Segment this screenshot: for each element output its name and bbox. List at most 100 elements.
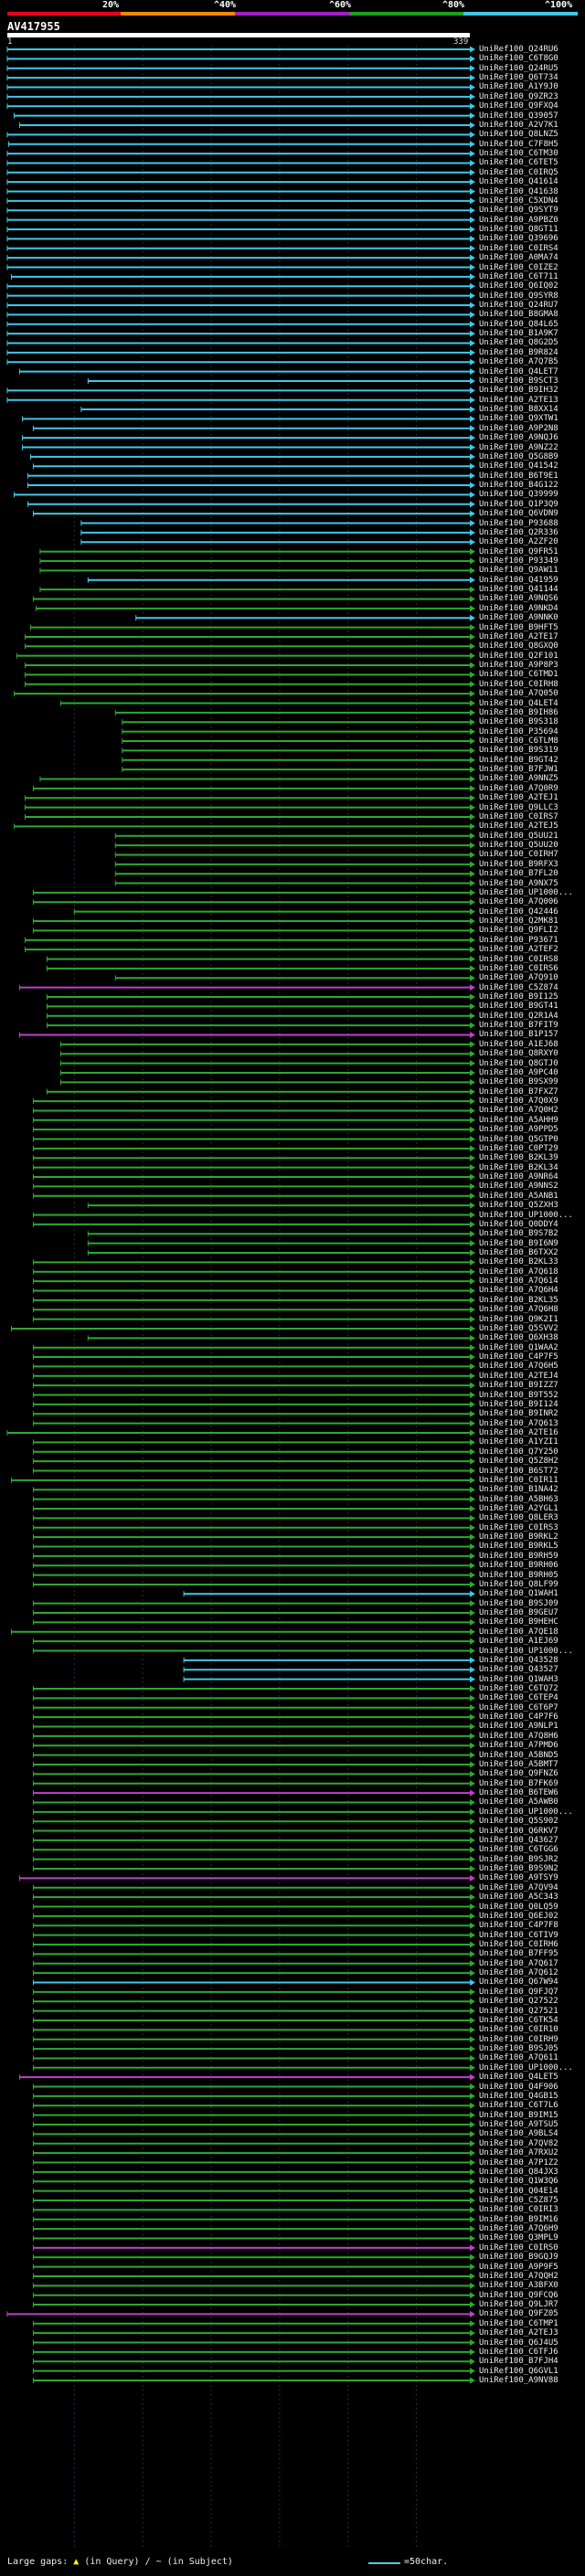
hit-label-link[interactable]: UniRef100_Q27521	[479, 2006, 558, 2016]
hit-label-link[interactable]: UniRef100_A7Q0X9	[479, 1097, 558, 1107]
hit-label-link[interactable]: UniRef100_B9SCT3	[479, 376, 558, 386]
hit-label-link[interactable]: UniRef100_B9RH06	[479, 1561, 558, 1571]
hit-label-link[interactable]: UniRef100_C5Z875	[479, 2195, 558, 2205]
hit-label-link[interactable]: UniRef100_Q6XH38	[479, 1333, 558, 1343]
hit-label-link[interactable]: UniRef100_A5ANB1	[479, 1191, 558, 1201]
hit-label-link[interactable]: UniRef100_Q1P3Q9	[479, 499, 558, 509]
hit-label-link[interactable]: UniRef100_C6TM30	[479, 149, 558, 159]
hit-label-link[interactable]: UniRef100_Q41614	[479, 177, 558, 187]
hit-label-link[interactable]: UniRef100_A1YZI1	[479, 1437, 558, 1447]
hit-label-link[interactable]: UniRef100_UP1000...	[479, 2062, 573, 2072]
hit-label-link[interactable]: UniRef100_A9PPD5	[479, 1125, 558, 1135]
hit-label-link[interactable]: UniRef100_C0IZE2	[479, 262, 558, 272]
hit-label-link[interactable]: UniRef100_Q6EJ02	[479, 1911, 558, 1921]
hit-label-link[interactable]: UniRef100_A9NKD4	[479, 603, 558, 613]
hit-label-link[interactable]: UniRef100_A9NR64	[479, 1172, 558, 1182]
hit-label-link[interactable]: UniRef100_Q84L65	[479, 319, 558, 329]
hit-label-link[interactable]: UniRef100_Q43528	[479, 1655, 558, 1665]
hit-label-link[interactable]: UniRef100_Q2R1A4	[479, 1011, 558, 1021]
hit-label-link[interactable]: UniRef100_C6TEP4	[479, 1693, 558, 1703]
hit-label-link[interactable]: UniRef100_Q42446	[479, 906, 558, 917]
hit-label-link[interactable]: UniRef100_B9S7B2	[479, 1229, 558, 1239]
hit-label-link[interactable]: UniRef100_Q9AW11	[479, 566, 558, 576]
hit-label-link[interactable]: UniRef100_A2TE17	[479, 631, 558, 641]
hit-label-link[interactable]: UniRef100_Q67W94	[479, 1977, 558, 1988]
hit-label-link[interactable]: UniRef100_B7FJW1	[479, 765, 558, 775]
hit-label-link[interactable]: UniRef100_C0IRS6	[479, 963, 558, 973]
hit-label-link[interactable]: UniRef100_Q24RU5	[479, 63, 558, 73]
hit-label-link[interactable]: UniRef100_B9T552	[479, 1390, 558, 1400]
hit-label-link[interactable]: UniRef100_C0IRS3	[479, 1522, 558, 1532]
hit-label-link[interactable]: UniRef100_Q8RXY0	[479, 1049, 558, 1059]
hit-label-link[interactable]: UniRef100_C6T6P7	[479, 1702, 558, 1712]
hit-label-link[interactable]: UniRef100_Q8GXQ0	[479, 641, 558, 652]
hit-label-link[interactable]: UniRef100_Q6GVL1	[479, 2366, 558, 2376]
hit-label-link[interactable]: UniRef100_B9SJ05	[479, 2044, 558, 2054]
hit-label-link[interactable]: UniRef100_B9GT42	[479, 755, 558, 765]
hit-label-link[interactable]: UniRef100_C0IRQ5	[479, 167, 558, 177]
hit-label-link[interactable]: UniRef100_C0IRH6	[479, 1940, 558, 1949]
hit-label-link[interactable]: UniRef100_B9GT41	[479, 1002, 558, 1012]
hit-label-link[interactable]: UniRef100_Q9FZ05	[479, 2309, 558, 2319]
hit-label-link[interactable]: UniRef100_B9R824	[479, 347, 558, 357]
hit-label-link[interactable]: UniRef100_Q4LET5	[479, 2072, 558, 2083]
hit-label-link[interactable]: UniRef100_C6TLM8	[479, 737, 558, 746]
hit-label-link[interactable]: UniRef100_A7Q6H8	[479, 1305, 558, 1315]
hit-label-link[interactable]: UniRef100_P93688	[479, 518, 558, 528]
hit-label-link[interactable]: UniRef100_C6TK54	[479, 2015, 558, 2025]
hit-label-link[interactable]: UniRef100_P93671	[479, 935, 558, 945]
hit-label-link[interactable]: UniRef100_B9GQJ9	[479, 2253, 558, 2263]
hit-label-link[interactable]: UniRef100_A1EJ68	[479, 1039, 558, 1049]
hit-label-link[interactable]: UniRef100_C6T7L6	[479, 2101, 558, 2111]
hit-label-link[interactable]: UniRef100_B1NA42	[479, 1485, 558, 1495]
hit-label-link[interactable]: UniRef100_B9I6N9	[479, 1238, 558, 1248]
hit-label-link[interactable]: UniRef100_B9IZZ7	[479, 1381, 558, 1391]
hit-label-link[interactable]: UniRef100_C0PT29	[479, 1143, 558, 1153]
hit-label-link[interactable]: UniRef100_Q6T734	[479, 73, 558, 83]
hit-label-link[interactable]: UniRef100_Q43527	[479, 1665, 558, 1675]
hit-label-link[interactable]: UniRef100_C0IR11	[479, 1475, 558, 1485]
hit-label-link[interactable]: UniRef100_Q27522	[479, 1997, 558, 2007]
hit-label-link[interactable]: UniRef100_Q8LER3	[479, 1513, 558, 1523]
hit-label-link[interactable]: UniRef100_Q41638	[479, 186, 558, 196]
hit-label-link[interactable]: UniRef100_B9IM16	[479, 2214, 558, 2224]
hit-label-link[interactable]: UniRef100_A2TE16	[479, 1428, 558, 1438]
hit-label-link[interactable]: UniRef100_C0IR10	[479, 2025, 558, 2035]
hit-label-link[interactable]: UniRef100_A3BFX0	[479, 2281, 558, 2291]
hit-label-link[interactable]: UniRef100_Q4GB15	[479, 2091, 558, 2101]
hit-label-link[interactable]: UniRef100_B7FJH4	[479, 2357, 558, 2367]
hit-label-link[interactable]: UniRef100_Q9K2I1	[479, 1314, 558, 1324]
hit-label-link[interactable]: UniRef100_B7FIT9	[479, 1021, 558, 1031]
hit-label-link[interactable]: UniRef100_C6T711	[479, 271, 558, 281]
hit-label-link[interactable]: UniRef100_B9HEHC	[479, 1617, 558, 1627]
hit-label-link[interactable]: UniRef100_A7Q613	[479, 1418, 558, 1428]
hit-label-link[interactable]: UniRef100_C5XDN4	[479, 196, 558, 206]
hit-label-link[interactable]: UniRef100_Q5G8B9	[479, 451, 558, 461]
hit-label-link[interactable]: UniRef100_A7RXU2	[479, 2148, 558, 2158]
hit-label-link[interactable]: UniRef100_Q0DDY4	[479, 1219, 558, 1229]
hit-label-link[interactable]: UniRef100_B8XX14	[479, 405, 558, 415]
hit-label-link[interactable]: UniRef100_A7Q617	[479, 1958, 558, 1968]
hit-label-link[interactable]: UniRef100_B2KL39	[479, 1153, 558, 1163]
hit-label-link[interactable]: UniRef100_Q9LJR7	[479, 2300, 558, 2310]
hit-label-link[interactable]: UniRef100_B9HFT5	[479, 622, 558, 632]
hit-label-link[interactable]: UniRef100_A5BH63	[479, 1494, 558, 1504]
hit-label-link[interactable]: UniRef100_A7Q612	[479, 1968, 558, 1978]
hit-label-link[interactable]: UniRef100_B9RH05	[479, 1570, 558, 1580]
hit-label-link[interactable]: UniRef100_Q9LLC3	[479, 802, 558, 812]
hit-label-link[interactable]: UniRef100_Q1WAH1	[479, 1589, 558, 1599]
hit-label-link[interactable]: UniRef100_B9I124	[479, 1399, 558, 1409]
hit-label-link[interactable]: UniRef100_UP1000...	[479, 1210, 573, 1220]
hit-label-link[interactable]: UniRef100_A7QE18	[479, 1627, 558, 1637]
hit-label-link[interactable]: UniRef100_B9I125	[479, 992, 558, 1002]
hit-label-link[interactable]: UniRef100_Q9SYR8	[479, 291, 558, 301]
hit-label-link[interactable]: UniRef100_Q4F906	[479, 2082, 558, 2092]
hit-label-link[interactable]: UniRef100_C6TMP1	[479, 2318, 558, 2328]
hit-label-link[interactable]: UniRef100_A9P2N8	[479, 423, 558, 433]
hit-label-link[interactable]: UniRef100_A7QV82	[479, 2138, 558, 2148]
hit-label-link[interactable]: UniRef100_C6TQ72	[479, 1684, 558, 1693]
hit-label-link[interactable]: UniRef100_Q39999	[479, 490, 558, 500]
hit-label-link[interactable]: UniRef100_B6ST72	[479, 1466, 558, 1476]
hit-label-link[interactable]: UniRef100_A2YGL1	[479, 1503, 558, 1513]
hit-label-link[interactable]: UniRef100_UP1000...	[479, 1646, 573, 1656]
